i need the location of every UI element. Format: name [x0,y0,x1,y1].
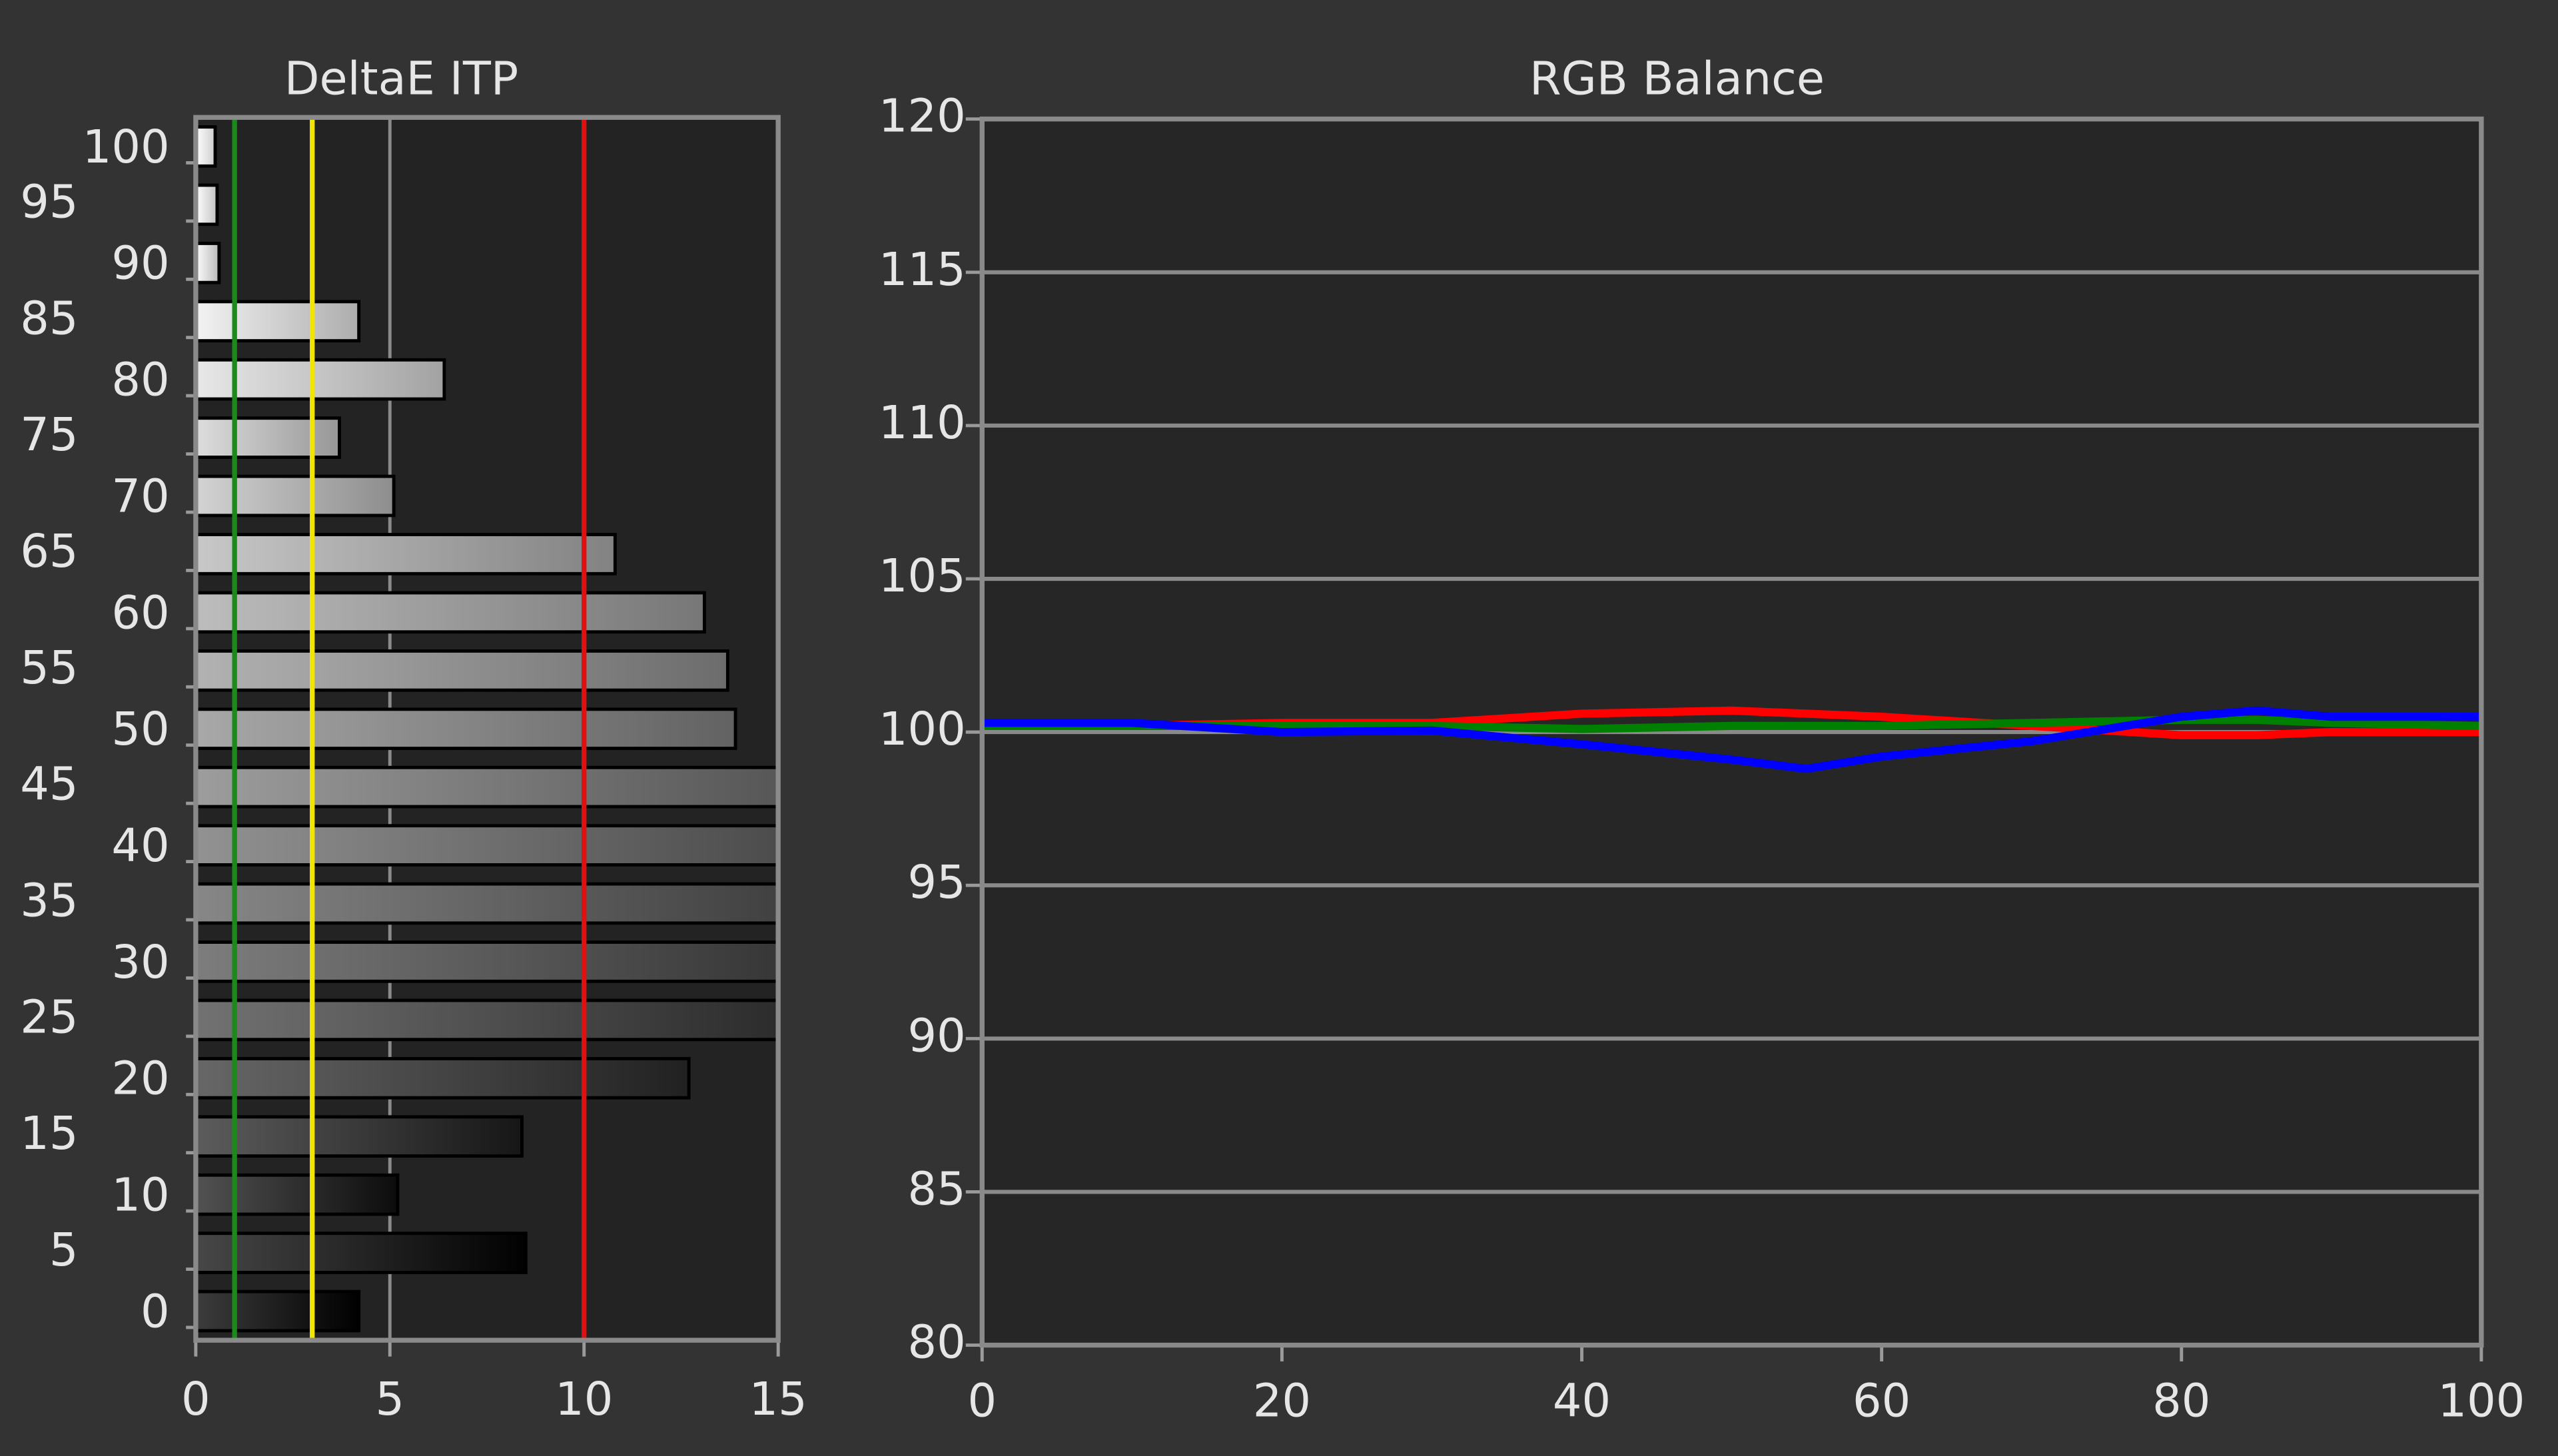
y-tick-label: 35 [20,875,78,928]
bar [194,824,780,867]
series-line [982,706,2481,773]
y-tick-label: 80 [908,1316,966,1369]
bar [194,183,219,226]
x-tick-label: 0 [181,1373,211,1426]
x-tick-label: 10 [555,1373,613,1426]
y-tick-label: 120 [879,90,966,143]
y-tick-label: 10 [111,1169,169,1222]
bar [194,300,361,343]
x-tick-label: 20 [1253,1375,1311,1428]
bar [194,474,396,518]
bar [194,707,737,751]
y-tick-label: 85 [908,1162,966,1216]
y-tick-label: 30 [111,936,169,989]
y-tick-label: 15 [20,1107,78,1160]
y-tick-label: 70 [111,470,169,523]
series-line [982,715,2482,733]
bar [194,882,780,925]
x-tick-label: 15 [749,1373,807,1426]
x-tick-label: 0 [967,1375,997,1428]
bar [194,591,706,634]
bar [194,1173,400,1216]
bar [194,1115,524,1158]
bar [194,1289,361,1333]
bar [194,765,780,809]
y-tick-label: 50 [111,703,169,756]
y-tick-label: 20 [111,1052,169,1106]
y-tick-label: 55 [20,641,78,695]
bar [194,533,617,575]
bar [194,1056,691,1100]
y-tick-label: 40 [111,819,169,873]
bar [194,241,221,284]
y-tick-label: 100 [879,703,966,756]
y-tick-label: 100 [83,121,170,174]
bar [194,125,217,168]
bar [194,358,446,401]
x-tick-label: 80 [2152,1375,2210,1428]
bar [194,416,341,459]
y-tick-label: 75 [20,408,78,462]
x-tick-label: 40 [1553,1375,1611,1428]
x-tick-label: 100 [2437,1375,2525,1428]
chart-title: RGB Balance [1529,52,1825,105]
y-tick-label: 95 [908,856,966,909]
y-tick-label: 85 [20,292,78,345]
x-tick-label: 60 [1853,1375,1911,1428]
y-tick-label: 110 [879,396,966,450]
y-tick-label: 45 [20,758,78,811]
bar [194,998,780,1042]
y-tick-label: 60 [111,586,169,639]
y-tick-label: 105 [879,549,966,603]
y-tick-label: 90 [908,1009,966,1062]
y-tick-label: 115 [879,243,966,296]
plot-border [193,115,781,1343]
y-tick-label: 95 [20,175,78,228]
y-tick-label: 5 [49,1224,79,1277]
y-tick-label: 65 [20,525,78,578]
bar [194,649,729,692]
x-tick-label: 5 [375,1373,404,1426]
y-tick-label: 90 [111,237,169,290]
bar [194,1232,528,1274]
y-tick-label: 25 [20,990,78,1044]
plot-border [979,117,2484,1348]
bar [194,940,780,983]
y-tick-label: 80 [111,354,169,407]
y-tick-label: 0 [141,1285,170,1338]
chart-title: DeltaE ITP [284,52,518,105]
